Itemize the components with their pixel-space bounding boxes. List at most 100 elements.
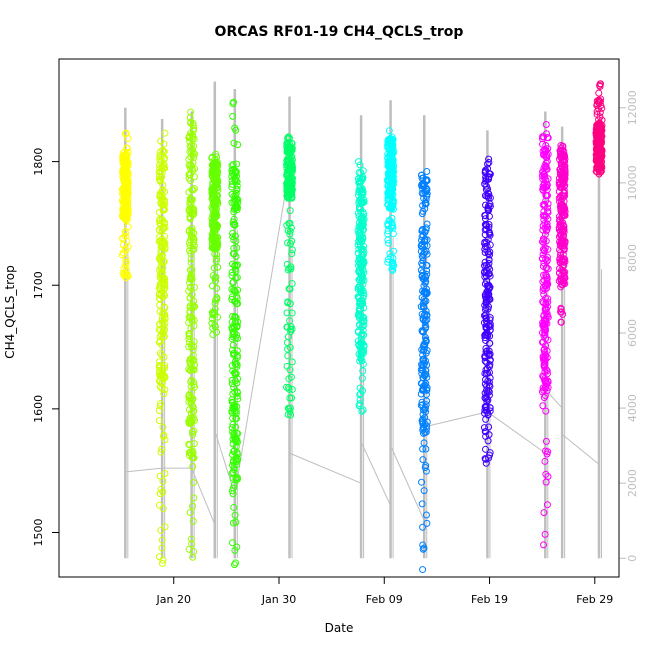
data-point xyxy=(190,494,198,502)
data-point xyxy=(481,455,489,463)
data-point xyxy=(482,269,490,277)
data-point xyxy=(481,192,489,200)
data-point xyxy=(232,202,240,210)
altitude-segment xyxy=(561,433,600,465)
data-point xyxy=(483,350,491,358)
data-point xyxy=(481,226,489,234)
data-point xyxy=(161,310,169,318)
data-point xyxy=(211,243,219,251)
data-point xyxy=(421,420,429,428)
data-point xyxy=(485,423,493,431)
data-point xyxy=(185,394,193,402)
data-point xyxy=(188,146,196,154)
data-point xyxy=(230,244,238,252)
data-point xyxy=(190,316,198,324)
data-point xyxy=(543,320,551,328)
data-point xyxy=(596,155,604,163)
data-point xyxy=(482,225,490,233)
data-point xyxy=(422,401,430,409)
data-point xyxy=(185,287,193,295)
data-point xyxy=(486,326,494,334)
data-point xyxy=(161,326,169,334)
data-point xyxy=(190,343,198,351)
data-point xyxy=(287,263,295,271)
data-point xyxy=(359,217,367,225)
data-point xyxy=(185,227,193,235)
y-axis-label: CH4_QCLS_trop xyxy=(3,265,17,359)
data-point xyxy=(190,366,198,374)
data-point xyxy=(423,422,431,430)
data-point xyxy=(156,333,164,341)
data-point xyxy=(157,448,165,456)
data-point xyxy=(191,383,199,391)
data-point xyxy=(556,238,564,246)
data-point xyxy=(160,164,168,172)
data-point xyxy=(284,239,292,247)
data-point xyxy=(230,139,238,147)
data-point xyxy=(232,253,240,261)
data-point xyxy=(422,425,430,433)
data-point xyxy=(185,335,193,343)
data-point xyxy=(188,428,196,436)
data-point xyxy=(157,326,165,334)
data-point xyxy=(357,335,365,343)
data-point xyxy=(229,519,237,527)
data-point xyxy=(211,250,219,258)
data-point xyxy=(598,126,606,134)
data-point xyxy=(159,556,167,564)
altitude-segment xyxy=(390,445,425,521)
data-point xyxy=(286,366,294,374)
data-point xyxy=(421,382,429,390)
data-point xyxy=(160,225,168,233)
data-point xyxy=(186,308,194,316)
data-point xyxy=(229,100,237,108)
data-point xyxy=(484,282,492,290)
data-point xyxy=(422,336,430,344)
data-point xyxy=(159,477,167,485)
data-point xyxy=(485,322,493,330)
data-point xyxy=(228,362,236,370)
data-point xyxy=(188,275,196,283)
data-point xyxy=(120,188,128,196)
data-point xyxy=(541,164,549,172)
data-point xyxy=(158,287,166,295)
data-point xyxy=(558,225,566,233)
data-point xyxy=(286,230,294,238)
data-point xyxy=(186,247,194,255)
data-point xyxy=(539,254,547,262)
data-point xyxy=(158,559,166,567)
data-point xyxy=(358,222,366,230)
data-point xyxy=(187,196,195,204)
data-point xyxy=(233,438,241,446)
data-point xyxy=(541,282,549,290)
data-point xyxy=(234,141,242,149)
data-point xyxy=(209,228,217,236)
data-point xyxy=(286,343,294,351)
y-tick-label: 1500 xyxy=(32,518,45,546)
data-point xyxy=(419,225,427,233)
data-point xyxy=(556,198,564,206)
data-point xyxy=(486,339,494,347)
altitude-segment xyxy=(191,467,216,525)
data-point xyxy=(384,150,392,158)
data-point xyxy=(119,156,127,164)
data-point xyxy=(283,178,291,186)
data-point xyxy=(543,380,551,388)
data-point xyxy=(185,134,193,142)
data-point xyxy=(486,295,494,303)
data-point xyxy=(423,261,431,269)
data-point xyxy=(234,318,242,326)
data-point xyxy=(561,163,569,171)
y-tick-label: 1800 xyxy=(32,148,45,176)
data-point xyxy=(544,208,552,216)
data-point xyxy=(158,445,166,453)
data-point xyxy=(482,370,490,378)
data-point xyxy=(287,147,295,155)
data-point xyxy=(418,233,426,241)
data-point xyxy=(358,198,366,206)
data-point xyxy=(359,360,367,368)
data-point xyxy=(423,386,431,394)
data-point xyxy=(355,158,363,166)
data-point xyxy=(419,328,427,336)
data-point xyxy=(540,361,548,369)
